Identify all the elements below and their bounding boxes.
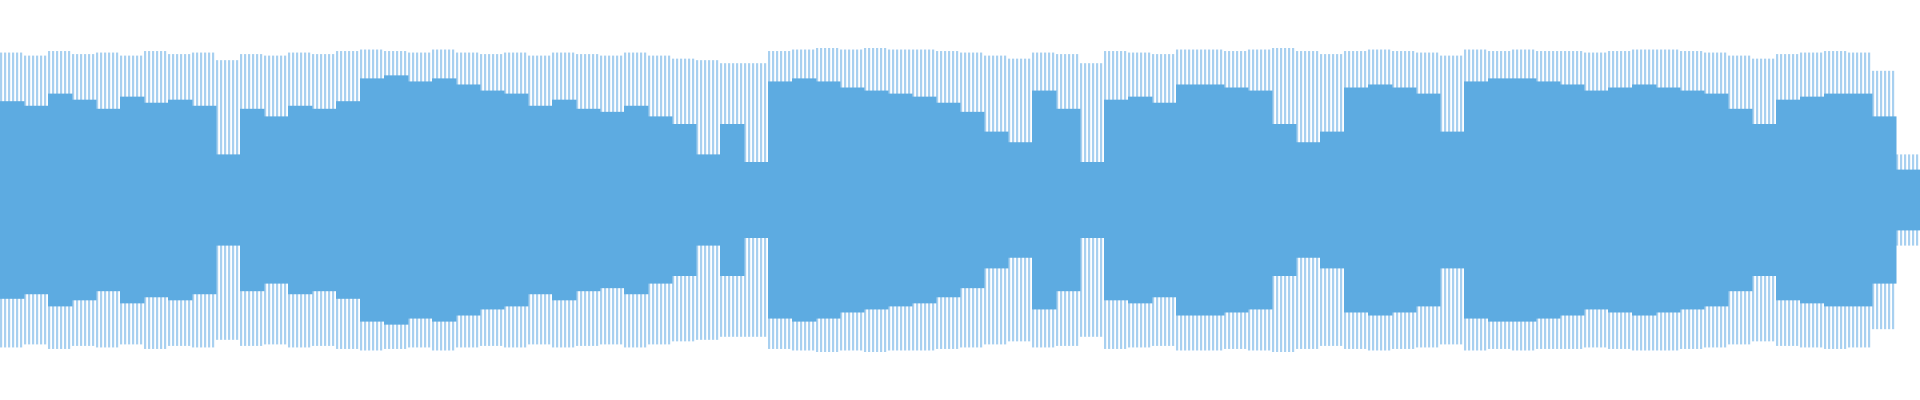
rms-bar — [72, 99, 97, 301]
rms-bar — [576, 108, 601, 292]
rms-bar — [408, 81, 433, 319]
rms-bar — [1656, 87, 1681, 313]
rms-bar — [792, 78, 817, 322]
rms-bar — [1176, 84, 1201, 316]
rms-bar — [624, 105, 649, 295]
rms-bar — [960, 111, 985, 289]
rms-bar — [1848, 93, 1873, 307]
rms-bar — [168, 99, 193, 301]
rms-bar — [1560, 84, 1585, 316]
rms-bar — [1824, 93, 1849, 307]
rms-bar — [0, 101, 25, 299]
rms-bar — [864, 90, 889, 310]
rms-bar — [1272, 124, 1297, 276]
rms-bar — [840, 87, 865, 313]
rms-bar — [816, 81, 841, 319]
rms-bar — [336, 101, 361, 299]
rms-bar — [1080, 162, 1105, 238]
rms-bar — [264, 116, 289, 284]
rms-bar — [1296, 142, 1321, 258]
rms-bar — [1320, 131, 1345, 269]
rms-bar — [1872, 116, 1897, 284]
rms-bar — [192, 105, 217, 295]
rms-bar — [1344, 87, 1369, 313]
rms-bar — [1416, 93, 1441, 307]
rms-bar — [1248, 90, 1273, 310]
rms-bar — [744, 162, 769, 238]
rms-bar — [288, 105, 313, 295]
rms-bar — [144, 102, 169, 298]
rms-bar — [1608, 87, 1633, 313]
rms-bar — [480, 90, 505, 310]
rms-bar — [1464, 81, 1489, 319]
rms-bar — [1104, 99, 1129, 301]
rms-bar — [1032, 90, 1057, 310]
rms-bar — [648, 116, 673, 284]
rms-bar — [24, 105, 49, 295]
rms-bar — [984, 131, 1009, 269]
rms-bar — [888, 93, 913, 307]
rms-bar — [1128, 96, 1153, 304]
rms-bar — [1368, 84, 1393, 316]
rms-bar — [1704, 93, 1729, 307]
rms-bar — [360, 78, 385, 322]
rms-bar — [1008, 142, 1033, 258]
rms-bar — [720, 124, 745, 276]
rms-bar — [240, 108, 265, 292]
rms-bar — [96, 108, 121, 292]
rms-bar — [432, 78, 457, 322]
rms-bar — [696, 154, 721, 246]
rms-bar — [216, 154, 241, 246]
rms-bar — [552, 99, 577, 301]
rms-bar — [504, 93, 529, 307]
rms-bar — [1584, 90, 1609, 310]
rms-bar — [384, 75, 409, 325]
rms-bar — [1440, 131, 1465, 269]
rms-bar — [528, 105, 553, 295]
rms-bar — [1752, 124, 1777, 276]
rms-bar — [1392, 87, 1417, 313]
rms-bar — [1896, 169, 1920, 231]
rms-bar — [312, 108, 337, 292]
rms-bar — [456, 84, 481, 316]
rms-bar — [672, 124, 697, 276]
rms-bar — [48, 93, 73, 307]
rms-bar — [1224, 87, 1249, 313]
rms-bar — [1056, 108, 1081, 292]
rms-bar — [600, 111, 625, 289]
rms-bar — [1488, 78, 1513, 322]
rms-bar — [120, 96, 145, 304]
rms-bar — [1200, 84, 1225, 316]
rms-bar — [1152, 102, 1177, 298]
rms-bar — [768, 81, 793, 319]
rms-bar — [1536, 81, 1561, 319]
rms-bar — [1632, 84, 1657, 316]
rms-bar — [1800, 96, 1825, 304]
rms-bar — [1776, 99, 1801, 301]
rms-bar — [1728, 108, 1753, 292]
rms-bar — [1680, 90, 1705, 310]
rms-bar — [1512, 78, 1537, 322]
rms-bar — [912, 96, 937, 304]
rms-bar — [936, 102, 961, 298]
